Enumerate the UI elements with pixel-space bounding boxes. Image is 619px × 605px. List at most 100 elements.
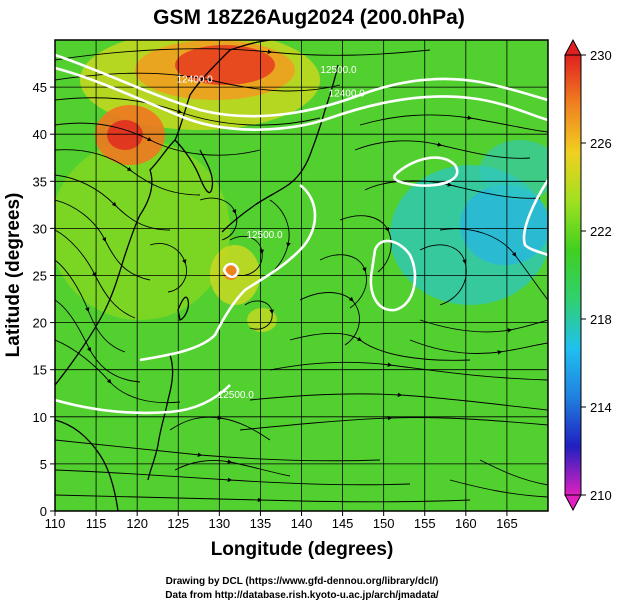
streamline [269,361,548,381]
streamline [249,392,548,411]
colorbar: 210 214 218 222 226 230 [564,38,612,512]
streamline [55,72,341,92]
streamline [55,122,261,156]
streamline [55,299,141,383]
x-tick-label: 145 [332,516,354,531]
field-region-cyan-northeast [480,140,548,200]
y-tick-label: 20 [33,316,47,331]
temperature-field [55,40,548,511]
contour-label: 12500.0 [218,390,255,401]
contour-cell-center [222,262,240,279]
streamline [169,415,271,441]
streamline [174,459,291,477]
contour-label: 12500.0 [320,65,357,76]
field-region-red-north [175,45,275,85]
coastline-taiwan [177,296,190,321]
x-tick-label: 150 [373,516,395,531]
field-region-red-northwest [107,120,143,150]
coastline-indochina [55,419,119,511]
y-axis-label: Latitude (degrees) [3,193,24,358]
contour-labels: 12500.0 12400.0 12400.0 12500.0 12500.0 [177,65,366,401]
contour-12500-south [55,384,231,415]
credit-data: Data from http://database.rish.kyoto-u.a… [165,590,439,601]
y-tick-label: 5 [40,457,47,472]
y-tick-label: 30 [33,221,47,236]
streamline [359,114,548,133]
streamlines [55,48,548,503]
y-axis-ticks: 0 5 10 15 20 25 30 35 40 45 [33,80,55,519]
x-tick-label: 115 [86,516,107,531]
y-tick-label: 35 [33,174,47,189]
streamline [149,243,187,293]
contour-label: 12400.0 [329,89,366,100]
streamline [199,197,238,241]
x-tick-label: 165 [496,516,518,531]
x-tick-label: 125 [167,516,189,531]
streamline [55,174,171,231]
streamline [55,439,381,462]
streamline [229,236,264,276]
x-tick-label: 120 [126,516,148,531]
streamline [339,215,392,273]
streamline [449,479,548,498]
colorbar-tick-label: 226 [590,136,612,151]
colorbar-tick-label: 210 [590,488,612,503]
geopotential-contours [55,53,548,415]
x-tick-label: 160 [455,516,477,531]
contour-label: 12400.0 [177,74,214,85]
streamline [55,97,321,126]
y-tick-label: 45 [33,80,47,95]
streamline [479,459,548,486]
field-region-yellow-green-west [55,140,230,320]
credit-drawing: Drawing by DCL (https://www.gfd-dennou.o… [166,576,439,587]
streamline [55,199,151,281]
x-tick-label: 140 [291,516,313,531]
streamline [55,229,136,319]
contour-cell-east [393,156,459,187]
coastline-philippines [147,354,174,481]
coastline-korea [174,139,214,194]
streamline [419,244,467,306]
y-tick-label: 25 [33,269,47,284]
y-tick-label: 10 [33,410,47,425]
contour-12500-central [139,183,317,362]
streamline [55,48,431,61]
streamline [419,319,548,333]
streamline [55,259,126,353]
y-tick-label: 40 [33,127,47,142]
x-tick-label: 130 [208,516,230,531]
streamline [55,149,201,196]
streamline [364,180,541,199]
colorbar-top-triangle [564,38,582,56]
colorbar-tick-label: 214 [590,400,612,415]
streamline [319,254,367,309]
streamline [244,300,274,330]
contour-east-edge [522,179,548,257]
x-tick-label: 155 [414,516,436,531]
colorbar-tick-label: 222 [590,224,612,239]
coastlines [55,40,339,511]
contour-label: 12500.0 [246,230,283,241]
colorbar-tick-label: 218 [590,312,612,327]
y-tick-label: 0 [40,504,47,519]
streamline [289,332,471,361]
contour-12400-north [55,53,548,118]
coastline-asia-mainland [55,40,271,386]
colorbar-tick-label: 230 [590,48,612,63]
contour-cell-center-east [369,239,417,312]
chart-title: GSM 18Z26Aug2024 (200.0hPa) [153,6,465,29]
streamline [409,339,548,355]
colorbar-bottom-triangle [564,494,582,512]
streamline [55,469,411,486]
streamline [55,494,471,503]
colorbar-ticks: 210 214 218 222 226 230 [581,48,612,503]
streamline [299,292,360,346]
colorbar-gradient [564,54,582,496]
streamline [239,415,548,431]
contour-12500-north [55,66,548,131]
x-axis-label: Longitude (degrees) [211,539,394,560]
streamline [354,140,531,159]
x-tick-label: 110 [45,516,66,531]
y-tick-label: 15 [33,363,47,378]
